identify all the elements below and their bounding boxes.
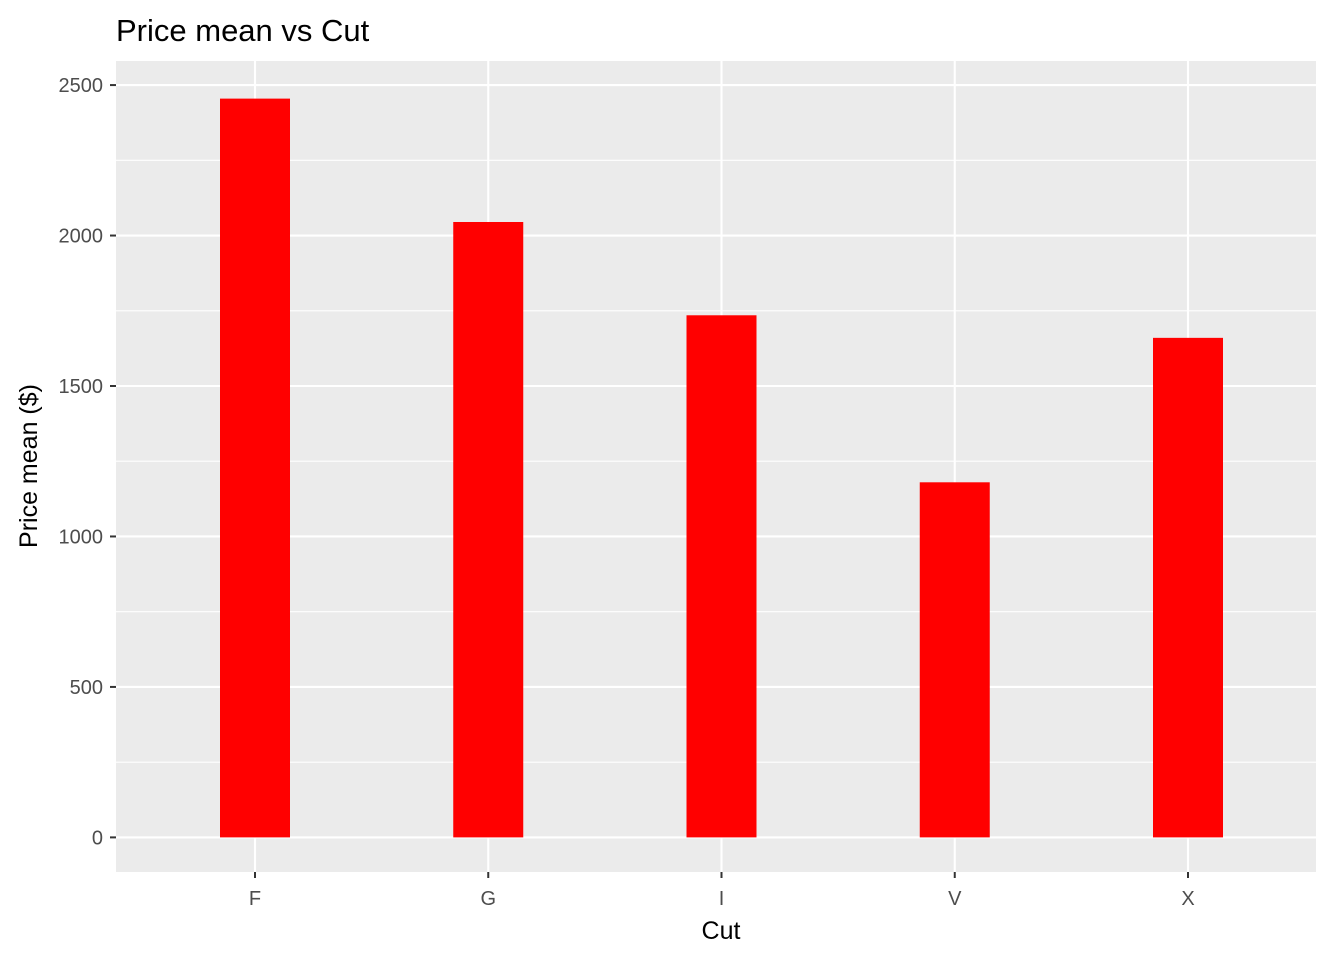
y-tick-label: 0 <box>92 827 103 849</box>
x-tick-label: F <box>249 888 261 910</box>
bar-I <box>686 315 757 838</box>
x-tick-label: G <box>480 888 496 910</box>
y-tick-label: 2000 <box>59 226 104 248</box>
x-tick-label: I <box>719 888 725 910</box>
y-axis-title: Price mean ($) <box>15 384 43 548</box>
bar-G <box>453 221 524 838</box>
y-tick-label: 1500 <box>59 376 104 398</box>
x-tick-label: V <box>948 888 962 910</box>
bar-X <box>1153 337 1223 838</box>
chart-title: Price mean vs Cut <box>116 13 370 48</box>
bar-V <box>919 482 990 838</box>
y-tick-label: 2500 <box>59 75 104 97</box>
bar-F <box>220 98 290 838</box>
y-tick-label: 1000 <box>59 526 104 548</box>
x-axis-title: Cut <box>702 917 741 945</box>
y-tick-label: 500 <box>70 677 103 699</box>
x-tick-label: X <box>1181 888 1194 910</box>
y-axis: 0 500 1000 1500 2000 2500 <box>59 75 116 849</box>
bars <box>220 98 1223 838</box>
